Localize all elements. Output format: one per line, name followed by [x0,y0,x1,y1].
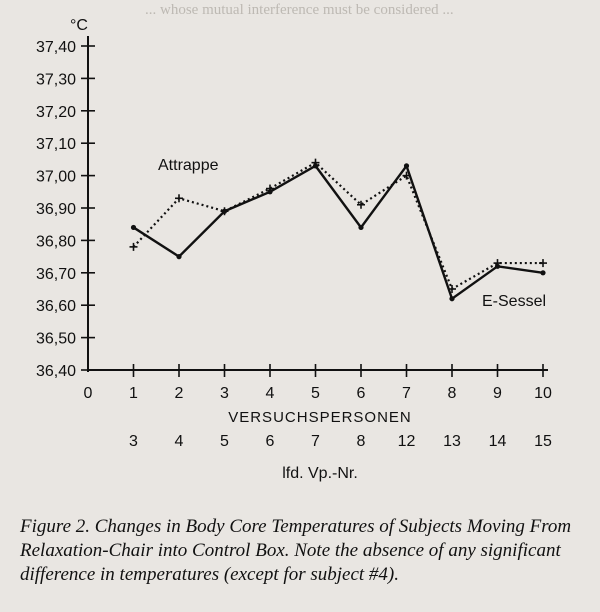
data-point [403,163,410,169]
x-tick-label: 2 [175,385,184,402]
background-text: ... whose mutual interference must be co… [145,2,454,18]
y-tick-labels: 37,40 37,30 37,20 37,10 37,00 36,90 36,80 36,70… [36,39,76,380]
y-tick-label: 36,50 [36,331,76,348]
secondary-tick-label: 12 [398,433,416,450]
secondary-tick-label: 3 [129,433,138,450]
data-point [449,296,455,302]
data-point [176,254,182,260]
data-point [540,270,546,276]
x-tick-label: 7 [402,385,411,402]
secondary-tick-label: 13 [443,433,461,450]
legend-e-sessel: E-Sessel [482,293,546,310]
x-tick-label: 4 [266,385,275,402]
x-tick-labels: 0 1 2 3 4 5 6 7 8 9 10 [84,385,552,402]
data-point [221,208,228,214]
y-tick-label: 37,30 [36,71,76,88]
y-tick-label: 36,40 [36,363,76,380]
secondary-tick-label: 14 [489,433,507,450]
series-line-attrappe [132,161,543,291]
y-tick-label: 36,80 [36,233,76,250]
axis-ticks [81,45,544,377]
secondary-tick-label: 6 [266,433,275,450]
figure-caption: Figure 2. Changes in Body Core Temperatu… [20,516,572,585]
data-point [130,224,137,231]
y-tick-label: 36,70 [36,266,76,283]
secondary-tick-label: 7 [311,433,320,450]
secondary-tick-label: 4 [175,433,184,450]
x-tick-label: 3 [220,385,229,402]
secondary-axis-label: lfd. Vp.-Nr. [282,465,358,482]
x-tick-label: 1 [129,385,138,402]
data-point [312,163,319,169]
legend-attrappe: Attrappe [158,157,219,174]
secondary-tick-labels: 3 4 5 6 7 8 12 13 14 15 [129,433,552,450]
y-tick-label: 37,40 [36,39,76,56]
x-tick-label: 10 [534,385,552,402]
secondary-tick-label: 15 [534,433,552,450]
data-point [358,224,364,231]
data-point [494,263,501,269]
x-axis-label: VERSUCHSPERSONEN [228,409,412,426]
y-tick-label: 37,10 [36,136,76,153]
x-tick-label: 8 [448,385,457,402]
secondary-tick-label: 5 [220,433,229,450]
y-tick-label: 36,90 [36,201,76,218]
secondary-tick-label: 8 [357,433,366,450]
data-point [267,189,273,195]
series-layer [129,158,547,302]
x-tick-label: 5 [311,385,320,402]
series-line-e-sessel [132,163,544,301]
x-tick-label: 6 [357,385,366,402]
x-tick-label: 9 [493,385,502,402]
y-tick-label: 37,00 [36,169,76,186]
y-tick-label: 37,20 [36,104,76,121]
y-tick-label: 36,60 [36,298,76,315]
line-chart: °C 37,4037,3037,2037,1037,0036,9036,8036… [36,17,552,482]
y-axis-unit: °C [70,17,88,34]
x-tick-label: 0 [84,385,93,402]
